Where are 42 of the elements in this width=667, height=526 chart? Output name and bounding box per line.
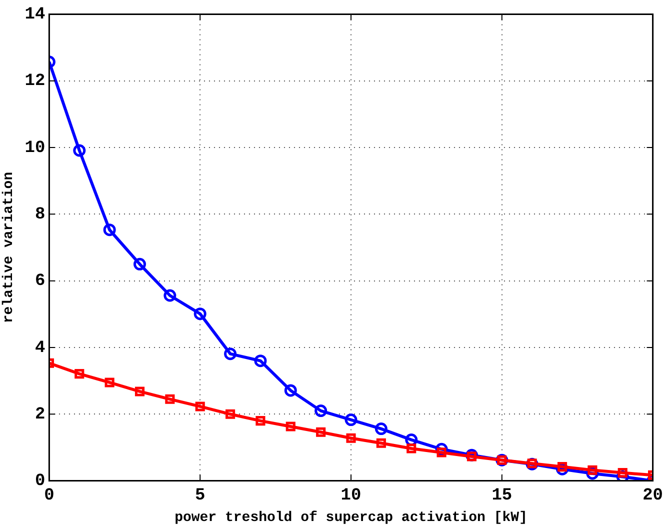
point <box>194 308 206 320</box>
y-tick-label: 6 <box>35 272 46 292</box>
x-tick-label: 10 <box>340 486 362 506</box>
y-tick-label: 0 <box>35 472 46 492</box>
point <box>618 468 628 478</box>
point <box>588 465 598 475</box>
point <box>133 258 146 270</box>
point <box>165 394 175 404</box>
point <box>73 144 86 157</box>
x-tick-label: 5 <box>195 486 206 506</box>
y-tick-label: 4 <box>35 338 46 358</box>
point <box>284 384 297 397</box>
y-tick-label: 2 <box>35 405 46 424</box>
point <box>314 404 328 418</box>
point <box>225 409 236 419</box>
x-axis-title: power treshold of supercap activation [kW] <box>174 510 528 526</box>
point <box>103 224 116 236</box>
x-tick-label: 15 <box>492 486 512 506</box>
y-tick-label: 10 <box>24 138 46 158</box>
point <box>346 433 356 443</box>
y-axis-title: relative variation <box>0 172 17 324</box>
point <box>134 386 145 396</box>
point <box>286 422 296 432</box>
y-tick-label: 14 <box>24 5 46 24</box>
point <box>376 438 386 448</box>
point <box>344 414 358 426</box>
point <box>466 452 477 462</box>
point <box>557 462 568 472</box>
point <box>195 402 205 412</box>
point <box>224 348 237 360</box>
point <box>406 444 416 454</box>
x-tick-label: 20 <box>642 486 663 506</box>
point <box>254 354 267 368</box>
y-tick-label: 8 <box>35 205 46 224</box>
point <box>316 427 326 437</box>
y-tick-label: 12 <box>24 72 46 92</box>
point <box>374 422 388 436</box>
point <box>436 448 446 458</box>
point <box>104 378 114 388</box>
point <box>74 369 84 379</box>
point <box>256 416 266 426</box>
point <box>164 289 176 302</box>
